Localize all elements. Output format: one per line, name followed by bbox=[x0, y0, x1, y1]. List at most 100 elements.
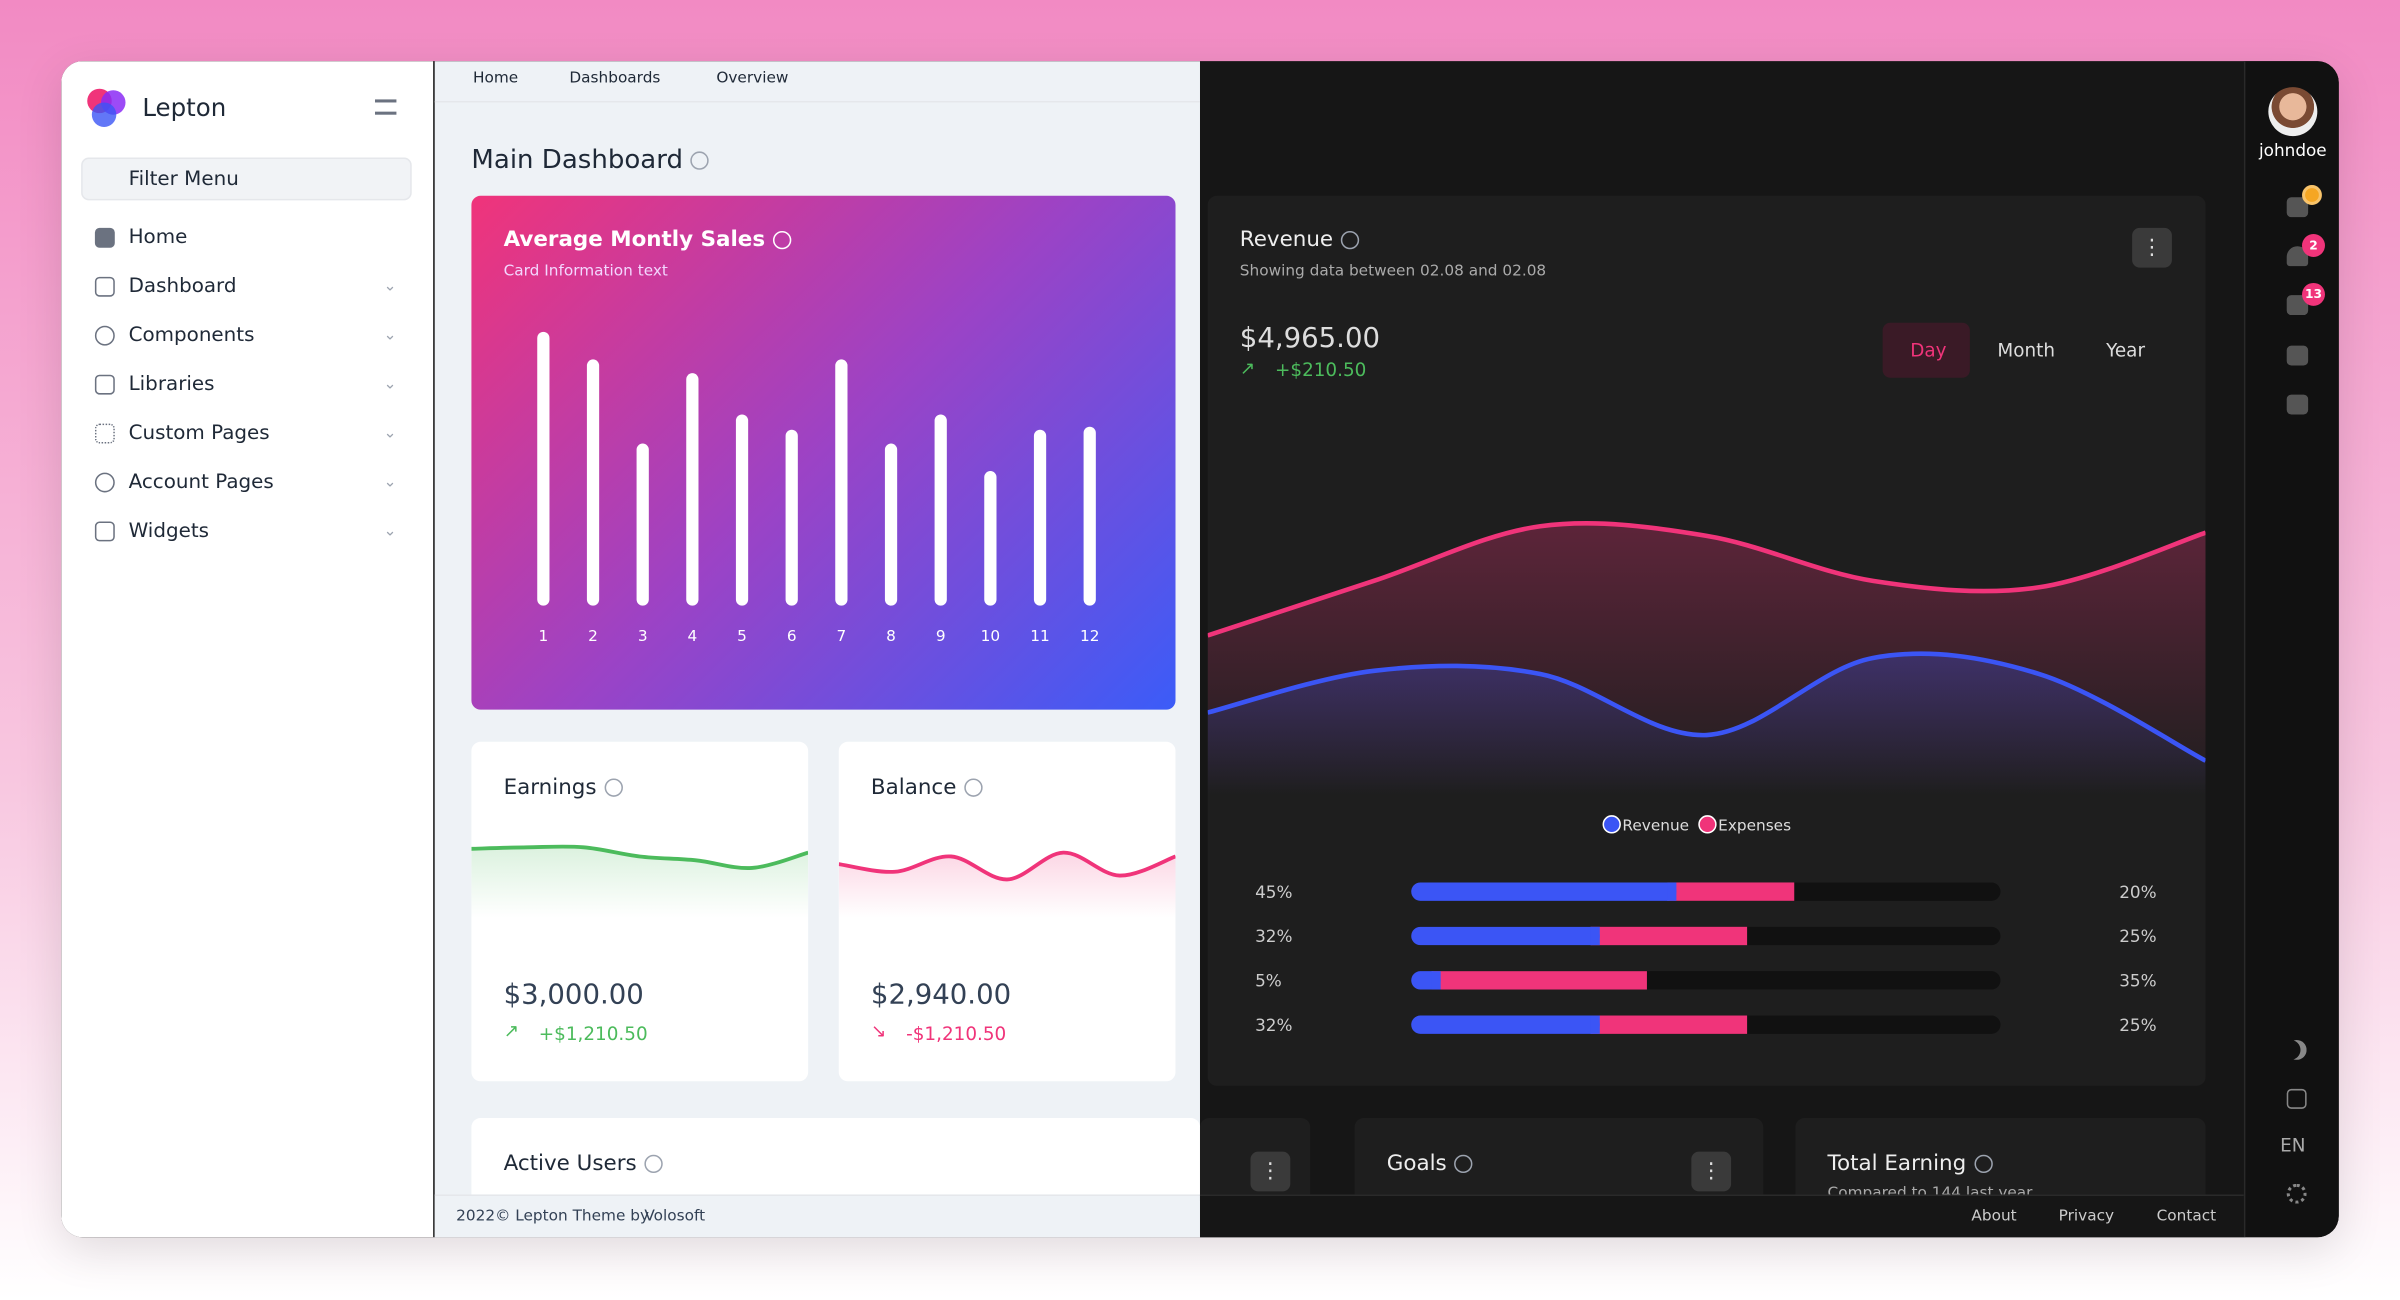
badge: 2 bbox=[2302, 233, 2325, 257]
row-left-label: 45% bbox=[1255, 882, 1292, 902]
menu-item[interactable]: Home bbox=[94, 226, 188, 250]
icon[interactable] bbox=[2286, 394, 2309, 415]
card-title-text: Revenue bbox=[1239, 227, 1334, 253]
badge: 13 bbox=[2302, 282, 2325, 306]
footer-dark: About Privacy Contact bbox=[1199, 1194, 2244, 1238]
footer-link[interactable]: Privacy bbox=[2058, 1208, 2115, 1226]
tab[interactable]: Day bbox=[1910, 339, 1947, 361]
row-right-label: 25% bbox=[2119, 926, 2156, 946]
card-title-text: Earnings bbox=[503, 775, 597, 800]
active-users-card: Active Users bbox=[471, 1117, 1200, 1210]
page-title-text: Main Dashboard bbox=[471, 145, 683, 176]
sparkline-area bbox=[838, 852, 1176, 918]
chevron: ⌄ bbox=[383, 278, 397, 296]
legend-label: Expenses bbox=[1718, 816, 1791, 834]
crumb[interactable]: Dashboards bbox=[569, 70, 661, 88]
bar bbox=[1033, 429, 1047, 606]
row-left-label: 32% bbox=[1255, 1015, 1292, 1035]
amount: $3,000.00 bbox=[503, 978, 644, 1011]
blue-segment bbox=[1411, 926, 1600, 946]
x-tick-label: 12 bbox=[1080, 627, 1099, 645]
theme-icon[interactable] bbox=[2287, 1040, 2307, 1060]
x-tick-label: 1 bbox=[538, 627, 548, 645]
row-right-label: 20% bbox=[2119, 882, 2156, 902]
bar bbox=[586, 359, 600, 606]
tab[interactable]: Year bbox=[2106, 339, 2145, 361]
x-tick-label: 11 bbox=[1030, 627, 1049, 645]
menu-label: Account Pages bbox=[128, 471, 274, 494]
pink-segment bbox=[1590, 1015, 1748, 1034]
legend-label: Revenue bbox=[1622, 816, 1689, 834]
language[interactable]: EN bbox=[2280, 1134, 2306, 1157]
menu-item[interactable]: Libraries bbox=[94, 373, 215, 396]
sparkline bbox=[471, 844, 809, 918]
sidebar: Lepton Filter Menu Home Dashboard Compon… bbox=[61, 61, 434, 1238]
x-tick-label: 6 bbox=[787, 627, 797, 645]
footer-link[interactable]: Contact bbox=[2156, 1208, 2217, 1226]
card-title-text: Average Montly Sales bbox=[503, 227, 766, 253]
kebab-menu[interactable]: ⋮ bbox=[2132, 227, 2172, 268]
total-earning-card: Total Earning Compared to 144 last year bbox=[1795, 1117, 2206, 1210]
card-title-text: Goals bbox=[1386, 1151, 1447, 1177]
blue-segment-fill bbox=[1590, 1015, 1600, 1034]
page-title: Main Dashboard bbox=[471, 145, 710, 176]
pink-segment bbox=[1667, 882, 1795, 901]
x-tick-label: 4 bbox=[687, 627, 697, 645]
info-icon bbox=[1973, 1154, 1993, 1174]
code-icon[interactable] bbox=[2286, 1088, 2307, 1109]
crumb[interactable]: Overview bbox=[716, 70, 789, 88]
area bbox=[1207, 653, 2206, 796]
menu-label: Home bbox=[128, 226, 188, 250]
menu-toggle[interactable] bbox=[374, 99, 397, 115]
bar bbox=[785, 429, 798, 606]
menu-item[interactable]: Components bbox=[94, 324, 254, 347]
x-tick-label: 7 bbox=[837, 627, 847, 645]
balance-card: Balance $2,940.00 -$1,210.50 ↘ bbox=[838, 741, 1176, 1082]
icon[interactable] bbox=[2286, 197, 2309, 218]
tab-active-bg bbox=[1882, 322, 1970, 378]
kebab-menu[interactable]: ⋮ bbox=[1691, 1151, 1732, 1192]
right-rail: johndoe 2 13 EN bbox=[2243, 61, 2339, 1238]
card-subtitle: Card Information text bbox=[503, 263, 668, 280]
bar bbox=[636, 443, 649, 606]
menu-label: Dashboard bbox=[128, 275, 237, 299]
blue-segment bbox=[1411, 882, 1677, 901]
logo bbox=[87, 88, 126, 127]
username[interactable]: johndoe bbox=[2258, 140, 2327, 161]
brand[interactable]: Lepton bbox=[142, 93, 227, 123]
bar bbox=[884, 443, 898, 606]
info-icon bbox=[772, 230, 792, 250]
footer-link[interactable]: About bbox=[1971, 1208, 2017, 1226]
tab[interactable]: Month bbox=[1997, 339, 2056, 361]
sparkline bbox=[838, 850, 1176, 882]
filter-box[interactable]: Filter Menu bbox=[81, 157, 412, 201]
row-left-label: 32% bbox=[1255, 926, 1292, 946]
bar bbox=[835, 359, 848, 606]
info-icon bbox=[964, 778, 983, 797]
kebab-menu[interactable]: ⋮ bbox=[1250, 1151, 1291, 1192]
menu-item[interactable]: Account Pages bbox=[94, 471, 274, 494]
card-title: Total Earning bbox=[1828, 1152, 1993, 1176]
app-frame: Lepton Filter Menu Home Dashboard Compon… bbox=[61, 61, 2339, 1238]
change: +$210.50 bbox=[1274, 359, 1367, 381]
card-title: Revenue bbox=[1239, 227, 1360, 253]
avatar[interactable] bbox=[2268, 87, 2318, 137]
menu-item[interactable]: Dashboard bbox=[94, 275, 237, 299]
change: -$1,210.50 bbox=[906, 1023, 1007, 1045]
crumb[interactable]: Home bbox=[472, 70, 519, 88]
menu-item[interactable]: Custom Pages bbox=[94, 422, 270, 445]
settings-icon[interactable] bbox=[2286, 1183, 2307, 1204]
chevron: ⌄ bbox=[383, 376, 397, 394]
pink-segment bbox=[1431, 971, 1647, 990]
icon[interactable] bbox=[2286, 345, 2309, 366]
menu-item[interactable]: Widgets bbox=[94, 520, 209, 543]
bar bbox=[1083, 426, 1096, 606]
change: +$1,210.50 bbox=[538, 1023, 648, 1045]
company-link[interactable]: Volosoft bbox=[644, 1208, 706, 1226]
x-tick-label: 10 bbox=[981, 627, 1000, 645]
sparkline bbox=[838, 850, 1176, 918]
sales-card: Average Montly Sales Card Information te… bbox=[471, 195, 1176, 710]
x-tick-label: 3 bbox=[638, 627, 648, 645]
